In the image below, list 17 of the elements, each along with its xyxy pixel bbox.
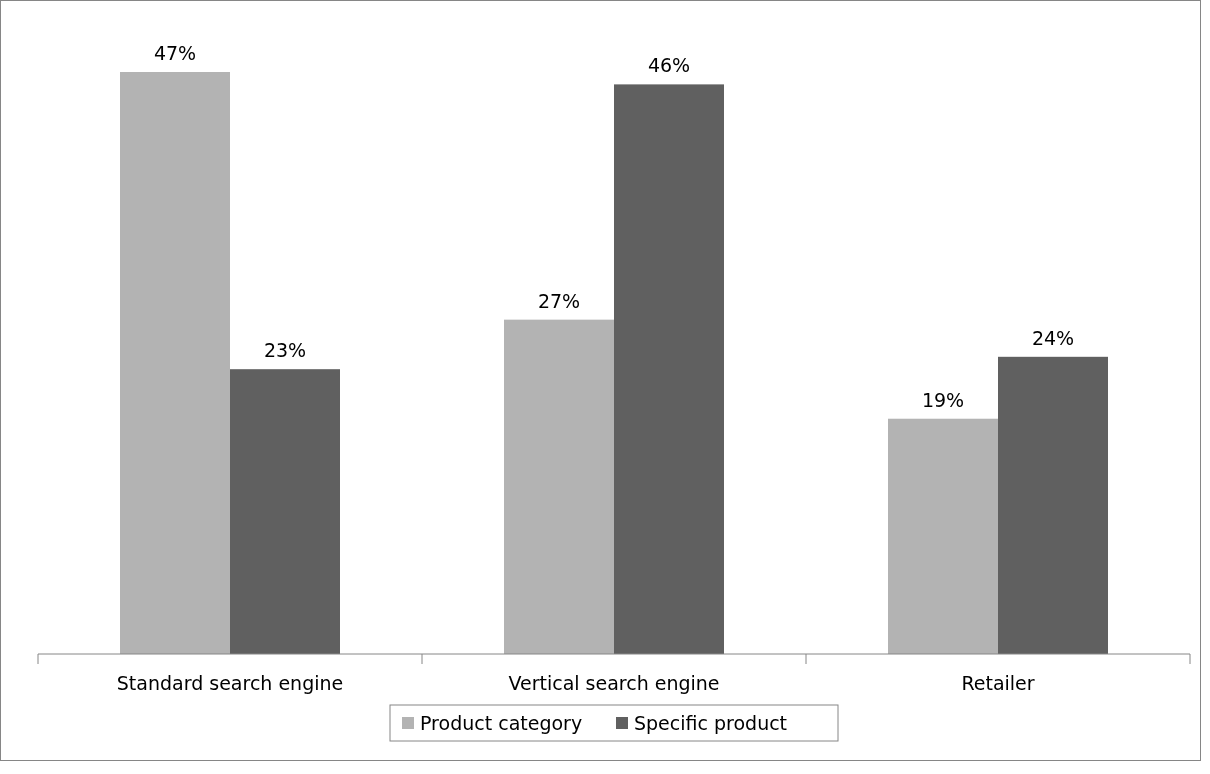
bar: [504, 319, 614, 654]
x-tick-label: Standard search engine: [116, 672, 344, 694]
bar: [998, 356, 1108, 654]
data-label: 47%: [153, 42, 197, 64]
data-label: 46%: [647, 54, 691, 77]
bar: [614, 84, 724, 654]
data-label: 27%: [537, 289, 581, 312]
data-label: 24%: [1031, 326, 1075, 349]
legend-label: Product category: [420, 712, 583, 734]
x-tick-label: Vertical search engine: [508, 672, 720, 694]
x-tick-label: Retailer: [961, 672, 1035, 694]
data-label: 23%: [263, 339, 307, 362]
legend-label: Specific product: [634, 712, 788, 734]
bar: [230, 369, 340, 654]
bar: [120, 72, 230, 654]
data-label: 19%: [921, 388, 965, 411]
bar: [888, 418, 998, 654]
